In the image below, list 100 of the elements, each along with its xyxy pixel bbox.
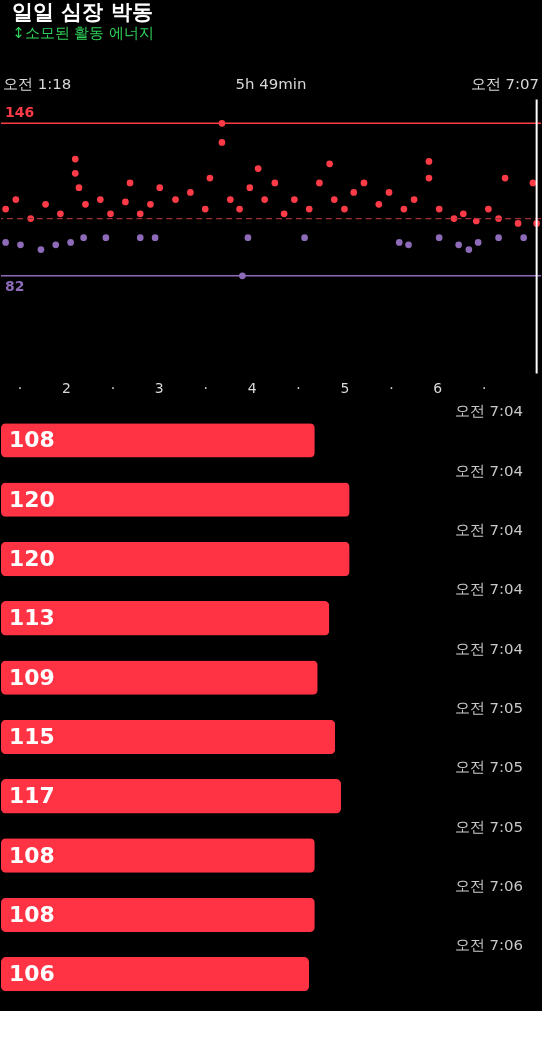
point (459, 210, 467, 218)
bar (1, 779, 341, 814)
point (136, 234, 144, 242)
point (425, 158, 433, 165)
point (514, 220, 522, 227)
point (261, 196, 268, 203)
point (385, 189, 393, 196)
point (246, 184, 254, 191)
point (316, 179, 323, 187)
point (350, 189, 358, 196)
point (485, 205, 492, 213)
x-tick-label: 5 (340, 379, 350, 396)
point (375, 200, 383, 208)
data-label: 113 (8, 605, 55, 631)
bar (1, 423, 315, 458)
point (472, 217, 480, 225)
x-tick-label: 2 (62, 379, 71, 396)
point (291, 196, 298, 203)
point (341, 205, 348, 213)
point (17, 241, 24, 249)
point (405, 241, 412, 249)
data-label: 106 (8, 961, 55, 987)
point (410, 196, 418, 203)
x-tick-label: 6 (433, 379, 443, 396)
text: 오전 7:07 (470, 74, 540, 93)
y-tick-label: 오전 7:06 (454, 876, 524, 895)
bar (1, 660, 318, 695)
point (147, 200, 154, 208)
point (71, 155, 79, 163)
y-tick-label: 오전 7:06 (454, 936, 524, 955)
point (12, 196, 20, 203)
point (96, 196, 104, 203)
bar (1, 897, 315, 933)
point (102, 234, 110, 242)
point (57, 210, 64, 218)
point (529, 179, 537, 187)
y-tick-label: 오전 7:05 (454, 758, 524, 777)
point (450, 215, 458, 222)
y-tick-label: 오전 7:04 (454, 580, 524, 599)
point (395, 239, 403, 246)
x-tick-label: · (203, 379, 208, 396)
point (52, 241, 60, 249)
x-tick-label: · (17, 379, 23, 396)
y-tick-label: 오전 7:04 (454, 521, 524, 540)
point (172, 196, 179, 203)
point (151, 234, 159, 242)
point (37, 246, 45, 253)
point (465, 246, 473, 253)
bar (1, 838, 315, 873)
point (82, 200, 89, 208)
data-label: 108 (8, 842, 55, 868)
point (42, 200, 49, 208)
text: 오전 1:18 (2, 74, 72, 93)
ref-line-label: 146 (4, 104, 35, 121)
point (236, 205, 243, 213)
point (156, 184, 164, 191)
y-tick-label: 오전 7:04 (454, 402, 524, 421)
point (80, 234, 87, 242)
ref-line-label: 82 (4, 277, 25, 294)
point (201, 205, 209, 213)
data-label: 115 (8, 723, 55, 749)
point (71, 170, 79, 177)
point (218, 139, 226, 146)
point (305, 205, 313, 213)
point (2, 239, 9, 246)
point (301, 234, 308, 242)
chart-subtitle: ↕소모된 활동 에너지 (12, 23, 155, 42)
x-tick-label: · (482, 379, 487, 396)
y-tick-label: 오전 7:05 (454, 817, 524, 836)
point (360, 179, 368, 187)
point (107, 210, 114, 218)
point (254, 165, 262, 172)
point (136, 210, 144, 218)
bar (1, 719, 336, 755)
x-tick-label: 4 (247, 379, 257, 396)
point (271, 179, 279, 187)
x-tick-label: · (110, 379, 116, 396)
point (67, 239, 74, 246)
point (226, 196, 234, 203)
point (435, 234, 443, 242)
point (520, 234, 527, 242)
point (126, 179, 134, 187)
point (425, 174, 433, 182)
x-tick-label: · (389, 379, 394, 396)
point (326, 160, 333, 168)
bar (1, 956, 310, 992)
data-label: 120 (8, 545, 55, 571)
point (330, 196, 338, 203)
x-tick-label: 3 (154, 379, 164, 396)
point (455, 241, 462, 249)
point (435, 205, 443, 213)
point (280, 210, 288, 218)
bar (1, 601, 330, 636)
y-tick-label: 오전 7:04 (454, 461, 524, 480)
point (474, 239, 482, 246)
data-label: 108 (8, 427, 55, 453)
data-label: 108 (8, 901, 55, 927)
point (206, 174, 214, 182)
data-label: 120 (8, 486, 55, 512)
y-tick-label: 오전 7:04 (454, 639, 524, 658)
